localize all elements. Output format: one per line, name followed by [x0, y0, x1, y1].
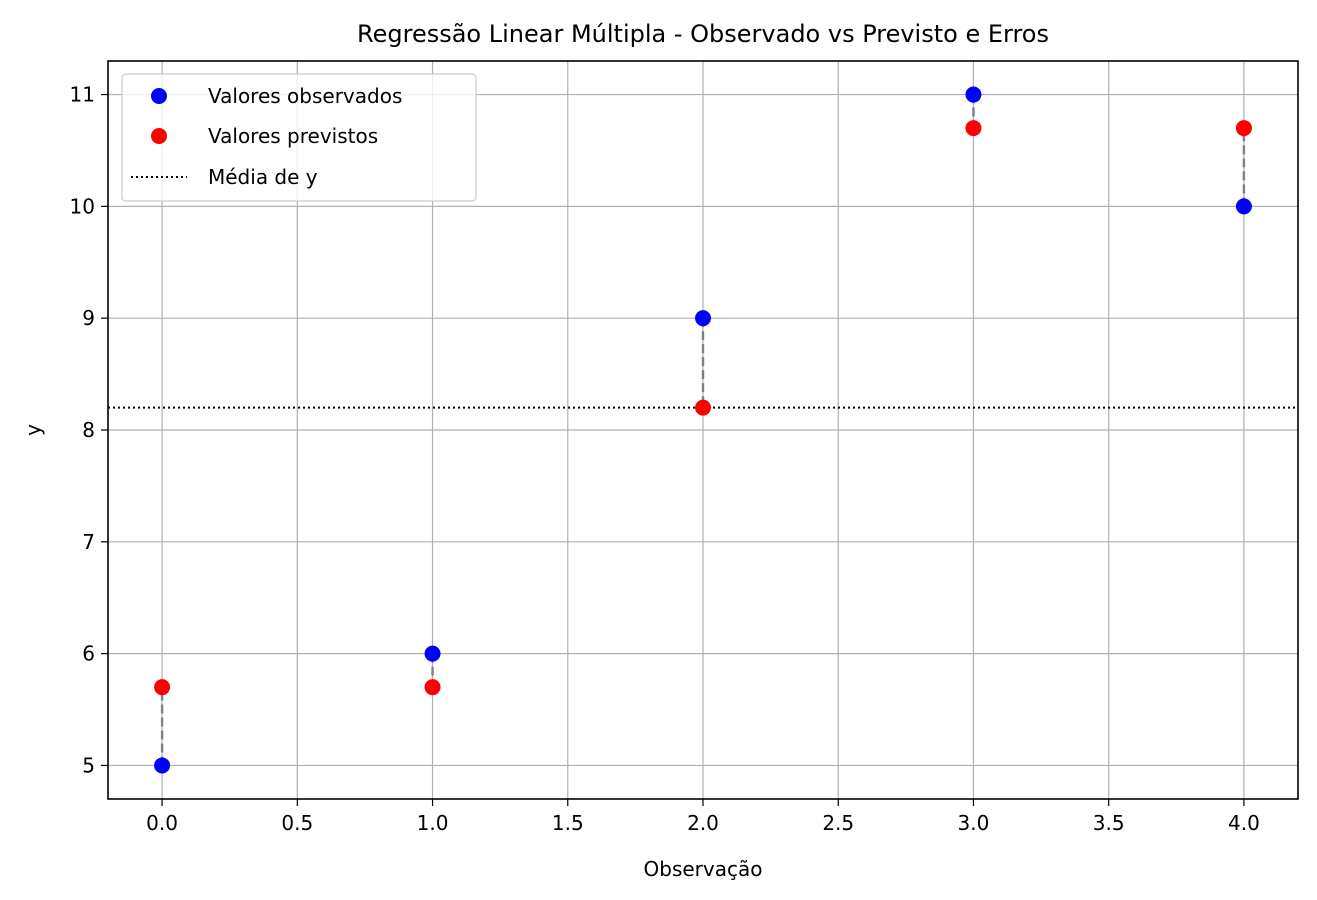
legend-label: Valores previstos — [208, 124, 378, 148]
x-tick-label: 1.0 — [417, 811, 449, 835]
legend: Valores observados Valores previstos Média… — [121, 73, 477, 202]
x-tick-label: 2.0 — [687, 811, 719, 835]
y-tick-label: 7 — [82, 530, 95, 554]
legend-marker — [151, 128, 167, 144]
predicted-point — [154, 679, 171, 696]
x-tick-label: 0.0 — [146, 811, 178, 835]
legend-label: Valores observados — [208, 84, 402, 108]
y-tick-label: 6 — [82, 642, 95, 666]
x-tick-label: 0.5 — [281, 811, 313, 835]
observed-point — [154, 757, 171, 774]
y-tick-label: 8 — [82, 418, 95, 442]
observed-point — [965, 86, 982, 103]
y-tick-label: 10 — [70, 194, 95, 218]
x-tick-label: 3.0 — [958, 811, 990, 835]
legend-label: Média de y — [208, 165, 318, 189]
predicted-point — [1235, 120, 1252, 137]
y-tick-label: 5 — [82, 753, 95, 777]
axis-ticks: 0.0 0.5 1.0 1.5 2.0 2.5 3.0 3.5 4.0 5 6 7 8 9 10 11 — [70, 83, 1260, 835]
chart-title: Regressão Linear Múltipla - Observado vs… — [357, 20, 1049, 48]
observed-point — [695, 310, 711, 327]
x-tick-label: 3.5 — [1093, 811, 1125, 835]
x-tick-label: 4.0 — [1228, 811, 1260, 835]
observed-point — [424, 645, 441, 662]
legend-box — [121, 73, 477, 202]
x-tick-label: 1.5 — [552, 811, 584, 835]
y-axis-title: y — [21, 424, 45, 436]
predicted-point — [424, 679, 441, 696]
x-tick-label: 2.5 — [822, 811, 854, 835]
y-tick-label: 11 — [70, 83, 95, 107]
x-axis-title: Observação — [644, 857, 763, 881]
observed-point — [1235, 198, 1252, 215]
predicted-point — [695, 399, 711, 416]
predicted-point — [965, 120, 982, 137]
data-points — [154, 86, 1252, 774]
legend-marker — [151, 88, 167, 104]
y-tick-label: 9 — [82, 306, 95, 330]
